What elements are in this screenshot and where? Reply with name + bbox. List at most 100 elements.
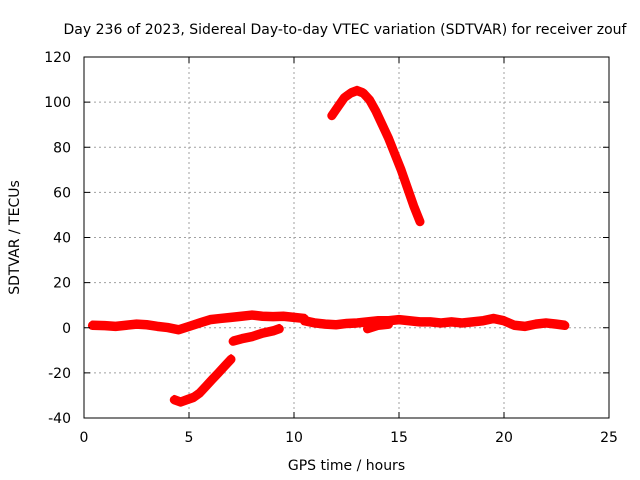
data-point-arc-high — [346, 89, 355, 98]
data-point-arc-rising — [258, 329, 267, 338]
data-point-arc-high — [397, 165, 406, 174]
y-tick-label: 20 — [53, 276, 71, 292]
data-point-arc-near-zero-2 — [311, 319, 319, 328]
chart-title: Day 236 of 2023, Sidereal Day-to-day VTE… — [64, 22, 628, 38]
x-tick-label: 0 — [80, 430, 89, 446]
data-point-arc-negative — [201, 382, 210, 391]
data-point-arc-near-zero-2 — [489, 314, 498, 323]
series-band-arc-negative — [169, 354, 236, 407]
y-tick-label: 100 — [44, 95, 71, 111]
data-point-arc-near-zero-1 — [88, 321, 97, 330]
data-point-arc-short — [374, 321, 382, 330]
data-point-arc-negative — [176, 398, 185, 407]
data-point-arc-high — [409, 201, 418, 210]
data-series — [87, 85, 570, 407]
data-point-arc-high — [340, 93, 349, 102]
data-point-arc-high — [390, 150, 399, 159]
series-band-upper-arc-near-zero-2 — [302, 313, 567, 326]
data-point-arc-near-zero-1 — [237, 312, 246, 321]
y-axis-label: SDTVAR / TECUs — [7, 180, 23, 295]
x-tick-label: 20 — [495, 430, 513, 446]
data-point-arc-high — [416, 217, 424, 226]
y-tick-label: 80 — [53, 140, 71, 156]
data-point-arc-near-zero-2 — [332, 321, 340, 330]
data-point-arc-near-zero-2 — [426, 318, 435, 327]
data-point-arc-near-zero-2 — [353, 319, 361, 328]
data-point-arc-near-zero-1 — [227, 313, 235, 322]
y-tick-label: -40 — [48, 411, 71, 427]
data-point-arc-negative — [170, 395, 179, 404]
data-point-arc-near-zero-1 — [248, 311, 256, 320]
y-tick-label: -20 — [48, 366, 71, 382]
data-point-arc-high — [384, 134, 393, 143]
data-point-arc-near-zero-2 — [542, 319, 550, 328]
data-point-arc-near-zero-1 — [185, 322, 193, 331]
data-point-arc-high — [378, 120, 387, 129]
data-point-arc-near-zero-2 — [521, 322, 529, 331]
data-point-arc-near-zero-2 — [395, 315, 403, 324]
data-point-arc-negative — [214, 368, 223, 377]
data-point-arc-near-zero-2 — [560, 321, 569, 330]
data-point-arc-near-zero-1 — [153, 322, 162, 331]
data-point-arc-near-zero-2 — [437, 319, 445, 328]
data-point-arc-near-zero-1 — [174, 326, 183, 335]
data-point-arc-near-zero-1 — [279, 312, 288, 321]
data-point-arc-high — [403, 183, 412, 192]
data-point-arc-rising — [229, 337, 238, 346]
data-point-arc-near-zero-1 — [216, 314, 225, 323]
data-point-arc-near-zero-2 — [479, 316, 487, 325]
data-point-arc-near-zero-1 — [206, 315, 214, 324]
x-tick-label: 25 — [600, 430, 618, 446]
data-point-arc-near-zero-2 — [552, 320, 561, 329]
data-point-arc-near-zero-1 — [290, 313, 298, 322]
x-axis-label: GPS time / hours — [288, 458, 405, 474]
data-point-arc-high — [371, 107, 380, 116]
data-point-arc-high — [334, 102, 343, 111]
data-point-arc-near-zero-2 — [300, 316, 309, 325]
data-point-arc-negative — [208, 375, 217, 384]
data-point-arc-rising — [269, 327, 277, 336]
data-point-arc-near-zero-2 — [416, 318, 424, 327]
data-point-arc-rising — [237, 335, 246, 344]
data-point-arc-near-zero-1 — [143, 321, 151, 330]
data-point-arc-near-zero-2 — [468, 318, 477, 327]
data-point-arc-near-zero-1 — [258, 312, 267, 321]
data-point-arc-near-zero-2 — [405, 316, 414, 325]
data-point-arc-near-zero-1 — [195, 319, 204, 328]
data-point-arc-rising — [275, 324, 284, 333]
data-point-arc-near-zero-1 — [269, 312, 277, 321]
x-tick-label: 15 — [390, 430, 408, 446]
data-point-arc-short — [384, 320, 393, 329]
data-point-arc-near-zero-2 — [458, 319, 466, 328]
data-point-arc-negative — [220, 362, 229, 371]
data-point-arc-high — [353, 86, 361, 95]
data-point-arc-short — [363, 324, 372, 333]
data-point-arc-near-zero-2 — [342, 319, 351, 328]
series-band-upper-arc-rising — [231, 323, 282, 341]
y-tick-label: 120 — [44, 50, 71, 66]
data-point-arc-near-zero-1 — [111, 322, 120, 331]
data-point-arc-near-zero-2 — [510, 321, 519, 330]
data-point-arc-negative — [182, 395, 191, 404]
data-point-arc-negative — [227, 355, 235, 364]
data-point-arc-near-zero-1 — [101, 321, 109, 330]
data-point-arc-high — [359, 89, 368, 98]
data-point-arc-near-zero-2 — [447, 318, 456, 327]
x-tick-label: 10 — [285, 430, 303, 446]
axis-ticks: 0 5 10 15 20 25 -40 -20 0 20 40 60 80 100 120 — [44, 50, 618, 446]
data-point-arc-high — [365, 95, 374, 104]
data-point-arc-near-zero-1 — [164, 323, 172, 332]
data-point-arc-near-zero-2 — [500, 316, 508, 325]
data-point-arc-near-zero-1 — [132, 320, 141, 329]
data-point-arc-high — [327, 111, 336, 120]
data-point-arc-near-zero-2 — [321, 320, 330, 329]
data-point-arc-rising — [248, 332, 256, 341]
data-point-arc-negative — [189, 393, 198, 402]
y-tick-label: 0 — [62, 321, 71, 337]
data-point-arc-near-zero-1 — [122, 321, 130, 330]
data-point-arc-negative — [195, 389, 204, 398]
y-tick-label: 60 — [53, 185, 71, 201]
y-tick-label: 40 — [53, 231, 71, 247]
grid — [84, 57, 609, 418]
